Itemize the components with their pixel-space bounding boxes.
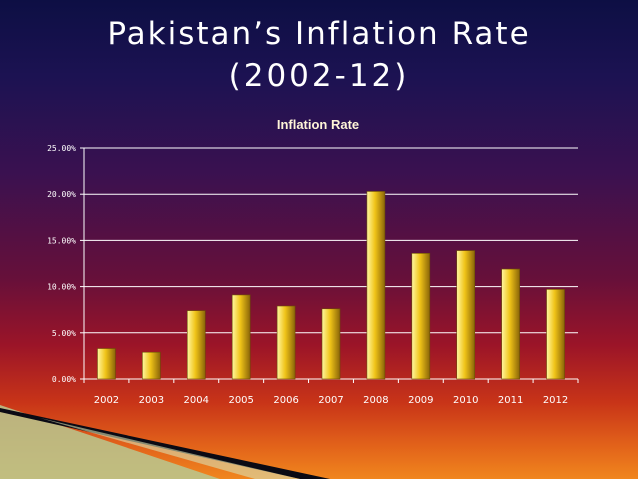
y-tick-label: 20.00% [47, 190, 76, 199]
y-axis-ticks: 0.00% 5.00% 10.00% 15.00% 20.00% 25.00% [47, 144, 76, 384]
bar-2011 [501, 268, 520, 380]
y-tick-label: 0.00% [52, 375, 76, 384]
x-tick-label: 2012 [543, 395, 568, 406]
x-tick-label: 2002 [94, 395, 119, 406]
bar-2006 [276, 305, 296, 380]
x-tick-label: 2008 [363, 395, 388, 406]
x-tick-label: 2011 [498, 395, 523, 406]
x-tick-label: 2006 [273, 395, 298, 406]
bar-2012 [546, 289, 565, 380]
bar-2005 [231, 294, 251, 380]
bar-2007 [321, 308, 341, 380]
bar-2003 [142, 351, 161, 380]
y-tick-label: 10.00% [47, 283, 76, 292]
y-tick-label: 15.00% [47, 236, 76, 245]
x-tick-label: 2009 [408, 395, 433, 406]
chart-title: Inflation Rate [277, 117, 359, 132]
slide-title-line2: (2002-12) [228, 58, 410, 94]
x-tick-label: 2010 [453, 395, 478, 406]
wave-shape-highlight [40, 418, 300, 479]
bars [97, 191, 565, 380]
x-axis-ticks: 2002 2003 2004 2005 2006 2007 2008 2009 2010 2011… [94, 395, 569, 406]
x-tick-label: 2004 [184, 395, 209, 406]
bar-2009 [411, 253, 431, 380]
x-tick-label: 2005 [228, 395, 253, 406]
y-tick-label: 25.00% [47, 144, 76, 153]
bar-2008 [366, 191, 386, 380]
bar-2004 [186, 310, 206, 380]
y-tick-label: 5.00% [52, 329, 76, 338]
bar-2010 [456, 250, 476, 380]
x-tick-label: 2007 [318, 395, 343, 406]
x-tick-label: 2003 [139, 395, 164, 406]
bar-2002 [97, 348, 116, 380]
slide-title-line1: Pakistan’s Inflation Rate [107, 16, 531, 52]
wave-shape-dark [0, 408, 330, 479]
